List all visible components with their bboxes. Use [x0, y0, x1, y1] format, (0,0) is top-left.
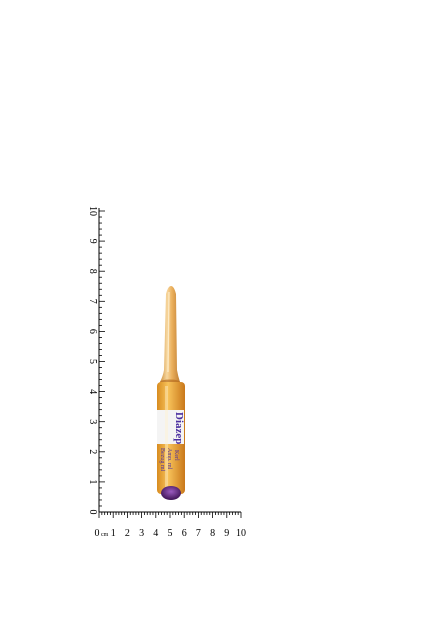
ampoule-label — [157, 410, 184, 444]
vertical-ruler-label: 3 — [87, 419, 98, 424]
ampoule-cap — [161, 486, 181, 500]
vertical-ruler-label: 6 — [87, 329, 98, 334]
vertical-ruler-label: 1 — [87, 479, 98, 484]
vertical-ruler-label: 7 — [87, 299, 98, 304]
horizontal-ruler-label: 3 — [139, 528, 144, 539]
horizontal-ruler-labels: 0 1 2 3 4 5 6 7 8 9 10 — [95, 528, 247, 539]
horizontal-ruler-label: 6 — [182, 528, 187, 539]
horizontal-ruler-label: 9 — [224, 528, 229, 539]
vertical-ruler-label: 9 — [87, 239, 98, 244]
vertical-ruler-label: 8 — [87, 269, 98, 274]
vertical-ruler-label: 5 — [87, 359, 98, 364]
ampoule-label-line-2: Amp. ml — [166, 448, 172, 470]
ampoule-neck-highlight — [167, 291, 170, 373]
ampoule-label-line-3: Bezug ml — [159, 448, 165, 471]
vertical-ruler-label: 0 — [87, 510, 98, 515]
vertical-ruler-labels: 1 2 3 4 5 6 7 8 9 10 0 — [87, 206, 98, 515]
horizontal-ruler: 0 1 2 3 4 5 6 7 8 9 10 cm — [95, 511, 247, 539]
horizontal-ruler-unit: cm — [101, 532, 109, 538]
ampoule-label-line-1: Kerl — [173, 450, 179, 461]
ampoule: Diazep Kerl Amp. ml Bezug ml — [157, 286, 185, 500]
vertical-ruler-label: 10 — [87, 206, 98, 216]
horizontal-ruler-label: 5 — [168, 528, 173, 539]
vertical-ruler: 1 2 3 4 5 6 7 8 9 10 0 — [87, 206, 105, 515]
vertical-ruler-label: 2 — [87, 449, 98, 454]
horizontal-ruler-label: 4 — [153, 528, 158, 539]
vertical-ruler-ticks — [99, 210, 105, 513]
horizontal-ruler-ticks — [98, 512, 242, 518]
horizontal-ruler-label: 1 — [111, 528, 116, 539]
ampoule-label-main-text: Diazep — [173, 412, 185, 444]
ampoule-body-highlight — [165, 386, 168, 490]
horizontal-ruler-label: 7 — [196, 528, 201, 539]
horizontal-ruler-label: 8 — [210, 528, 215, 539]
ampoule-neck — [160, 286, 180, 410]
horizontal-ruler-label: 0 — [95, 528, 100, 539]
vertical-ruler-label: 4 — [87, 389, 98, 394]
horizontal-ruler-label: 2 — [125, 528, 130, 539]
horizontal-ruler-label: 10 — [236, 528, 246, 539]
